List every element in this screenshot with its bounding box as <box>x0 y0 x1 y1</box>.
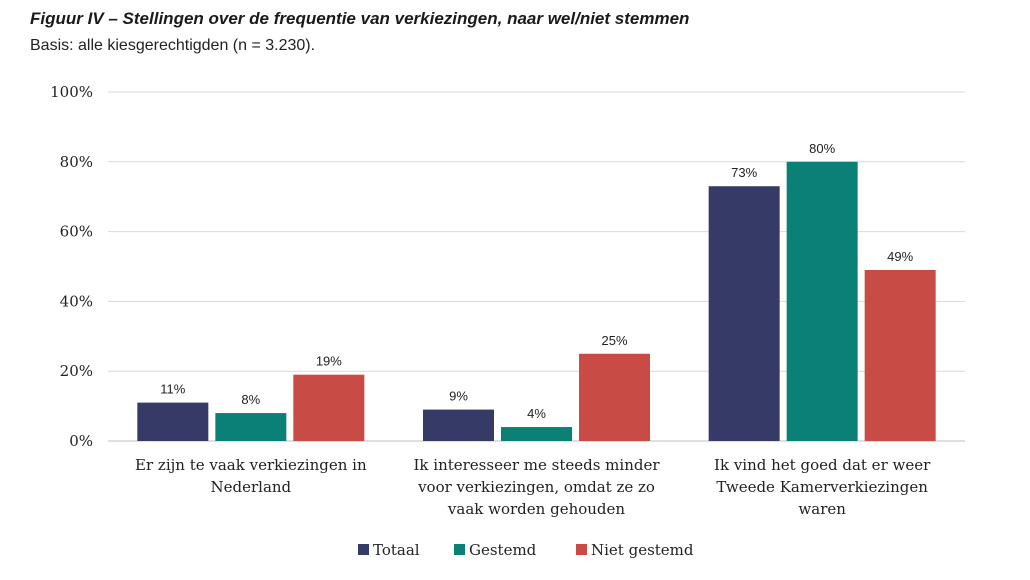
chart-subtitle: Basis: alle kiesgerechtigden (n = 3.230)… <box>30 37 316 54</box>
chart-title: Figuur IV – Stellingen over de frequenti… <box>30 9 690 28</box>
legend-label: Gestemd <box>469 541 537 559</box>
category-label: Er zijn te vaak verkiezingen in <box>135 456 367 474</box>
data-label: 19% <box>316 354 342 369</box>
bar-gestemd <box>215 413 287 441</box>
y-tick-label: 80% <box>60 153 93 171</box>
category-label: Tweede Kamerverkiezingen <box>716 478 928 496</box>
data-label: 25% <box>601 333 627 348</box>
y-tick-label: 100% <box>50 83 93 101</box>
legend-swatch <box>454 544 465 555</box>
data-label: 11% <box>160 382 185 397</box>
y-tick-label: 40% <box>60 292 93 310</box>
category-label: Ik vind het goed dat er weer <box>714 456 931 474</box>
bar-niet-gestemd <box>579 353 650 441</box>
bar-niet-gestemd <box>864 269 936 441</box>
bar-gestemd <box>786 161 858 442</box>
y-tick-label: 0% <box>69 432 93 450</box>
bar-gestemd <box>501 427 572 441</box>
bar-niet-gestemd <box>293 374 365 441</box>
data-label: 49% <box>887 249 913 264</box>
category-label: waren <box>798 500 846 518</box>
legend-swatch <box>576 544 587 555</box>
data-label: 80% <box>809 141 835 156</box>
category-label: Nederland <box>211 478 292 496</box>
data-label: 9% <box>449 389 468 404</box>
bar-totaal <box>137 402 209 441</box>
category-label: voor verkiezingen, omdat ze zo <box>417 478 655 496</box>
category-label: Ik interesseer me steeds minder <box>413 456 660 474</box>
legend-label: Niet gestemd <box>591 541 694 559</box>
data-label: 4% <box>527 406 546 421</box>
legend-swatch <box>358 544 369 555</box>
category-label: vaak worden gehouden <box>447 500 625 518</box>
y-tick-label: 60% <box>60 223 93 241</box>
bar-totaal <box>423 409 494 441</box>
y-tick-label: 20% <box>60 362 93 380</box>
bar-totaal <box>708 186 780 441</box>
data-label: 73% <box>731 165 757 180</box>
legend-label: Totaal <box>373 541 420 559</box>
data-label: 8% <box>241 392 260 407</box>
